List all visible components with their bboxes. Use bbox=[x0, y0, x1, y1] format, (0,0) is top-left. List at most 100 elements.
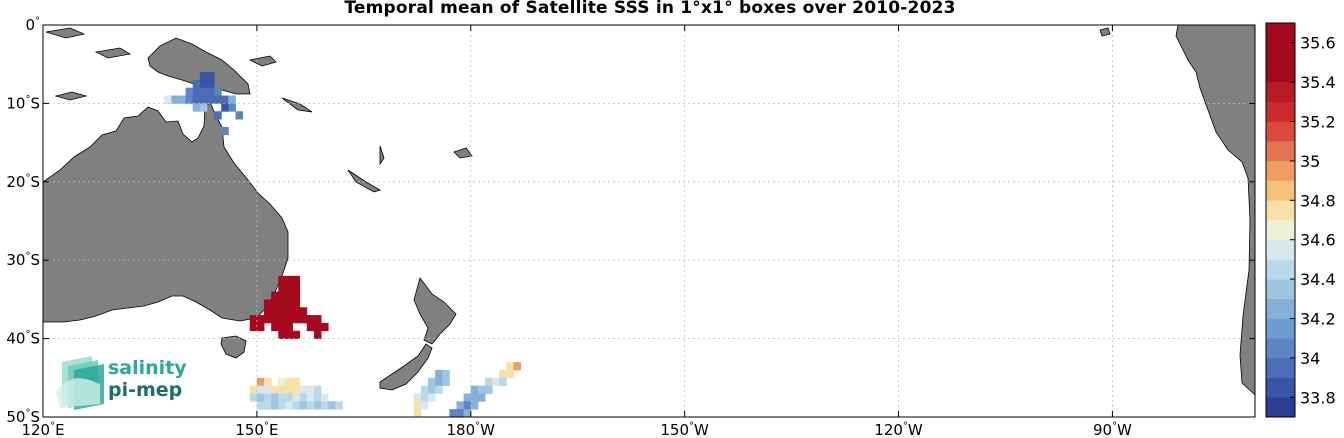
sss-box bbox=[271, 385, 279, 394]
sss-box bbox=[264, 393, 272, 402]
colorbar-segment bbox=[1266, 357, 1295, 378]
sss-box bbox=[427, 377, 436, 387]
sss-box bbox=[199, 72, 208, 81]
island-solomon bbox=[281, 97, 313, 113]
x-axis-ticks: 120°E 150°E 180°W 150°W 120°W 90°W bbox=[21, 25, 1132, 438]
graticule bbox=[43, 25, 1255, 417]
colorbar: 33.8 34 34.2 34.4 34.6 34.8 35 35.2 35.4 35.6 bbox=[1265, 22, 1336, 418]
sss-box bbox=[249, 393, 258, 402]
sss-box bbox=[292, 307, 301, 316]
logo-mark-icon bbox=[56, 356, 104, 410]
land-layer bbox=[43, 25, 1255, 396]
sss-box bbox=[513, 362, 522, 371]
sss-box bbox=[256, 385, 265, 394]
sss-box bbox=[256, 377, 265, 387]
sss-box bbox=[278, 330, 286, 339]
sss-box bbox=[214, 111, 222, 120]
sss-box bbox=[435, 377, 443, 387]
map-frame bbox=[42, 24, 1256, 418]
island-indonesia-a bbox=[45, 27, 86, 39]
sss-box bbox=[192, 79, 201, 89]
colorbar-segment bbox=[1266, 279, 1295, 300]
island-indonesia-b bbox=[94, 47, 132, 59]
sss-box bbox=[299, 385, 308, 394]
sss-box bbox=[278, 299, 286, 308]
sss-box bbox=[221, 103, 229, 112]
sss-box bbox=[214, 95, 222, 104]
colorbar-segment bbox=[1266, 180, 1295, 201]
sss-box bbox=[249, 385, 258, 394]
sss-box bbox=[413, 401, 422, 410]
colorbar-tick-label: 34 bbox=[1300, 349, 1320, 368]
sss-box bbox=[292, 377, 301, 387]
sss-box bbox=[292, 393, 301, 402]
sss-box bbox=[285, 283, 293, 292]
island-fiji bbox=[453, 147, 473, 159]
sss-box bbox=[313, 393, 322, 402]
sss-box bbox=[299, 401, 308, 410]
sss-box bbox=[264, 377, 272, 387]
sss-box bbox=[206, 79, 215, 89]
colorbar-tick-label: 35 bbox=[1300, 152, 1320, 171]
sss-box bbox=[271, 401, 279, 410]
sss-box bbox=[306, 322, 315, 332]
sss-box bbox=[463, 409, 472, 417]
sss-box bbox=[228, 103, 236, 112]
sss-box bbox=[249, 315, 258, 324]
sss-box bbox=[292, 283, 301, 292]
nz-south-island bbox=[379, 343, 433, 391]
sss-box bbox=[313, 385, 322, 394]
sss-box bbox=[256, 315, 265, 324]
logo-line-2: pi-mep bbox=[108, 379, 182, 401]
sss-box bbox=[164, 95, 172, 104]
sss-box bbox=[335, 401, 343, 410]
sss-box bbox=[427, 393, 436, 402]
sss-box bbox=[271, 291, 279, 300]
sss-box bbox=[178, 95, 186, 104]
colorbar-segment bbox=[1266, 259, 1295, 280]
sss-box bbox=[285, 330, 293, 339]
sss-box bbox=[199, 95, 208, 104]
colorbar-segment bbox=[1266, 397, 1295, 418]
x-tick-label: 150°E bbox=[235, 421, 278, 438]
sss-box bbox=[278, 322, 286, 332]
sss-box bbox=[292, 275, 301, 285]
salinity-pi-mep-logo: salinity pi-mep bbox=[56, 356, 187, 410]
sss-box bbox=[192, 95, 201, 104]
sss-box bbox=[271, 299, 279, 308]
y-tick-label: 0° bbox=[25, 16, 40, 34]
sss-box bbox=[292, 401, 301, 410]
sss-box bbox=[420, 393, 429, 402]
island-bismarck bbox=[248, 55, 277, 67]
colorbar-segment bbox=[1266, 23, 1295, 43]
colorbar-segment bbox=[1266, 42, 1295, 63]
sss-box bbox=[420, 385, 429, 394]
sss-box bbox=[285, 401, 293, 410]
sss-box bbox=[292, 330, 301, 339]
sss-box bbox=[285, 299, 293, 308]
sss-box bbox=[199, 103, 208, 112]
sss-box bbox=[313, 322, 322, 332]
sss-box bbox=[306, 401, 315, 410]
sss-box bbox=[192, 103, 201, 112]
colorbar-frame bbox=[1265, 22, 1296, 418]
colorbar-segment bbox=[1266, 82, 1295, 103]
sss-box bbox=[264, 385, 272, 394]
colorbar-tick-label: 35.4 bbox=[1300, 73, 1336, 92]
sss-box bbox=[264, 315, 272, 324]
sss-box bbox=[499, 369, 507, 379]
sss-box bbox=[206, 72, 215, 81]
colorbar-segment bbox=[1266, 338, 1295, 359]
sss-box bbox=[299, 307, 308, 316]
logo-line-1: salinity bbox=[108, 357, 187, 379]
colorbar-segment bbox=[1266, 200, 1295, 221]
colorbar-segment bbox=[1266, 121, 1295, 142]
sss-box bbox=[271, 307, 279, 316]
sss-box bbox=[299, 393, 308, 402]
sss-box bbox=[278, 377, 286, 387]
sss-box bbox=[292, 291, 301, 300]
sss-box bbox=[271, 322, 279, 332]
sss-box bbox=[185, 95, 194, 104]
sss-box bbox=[285, 393, 293, 402]
sss-box bbox=[321, 393, 329, 402]
